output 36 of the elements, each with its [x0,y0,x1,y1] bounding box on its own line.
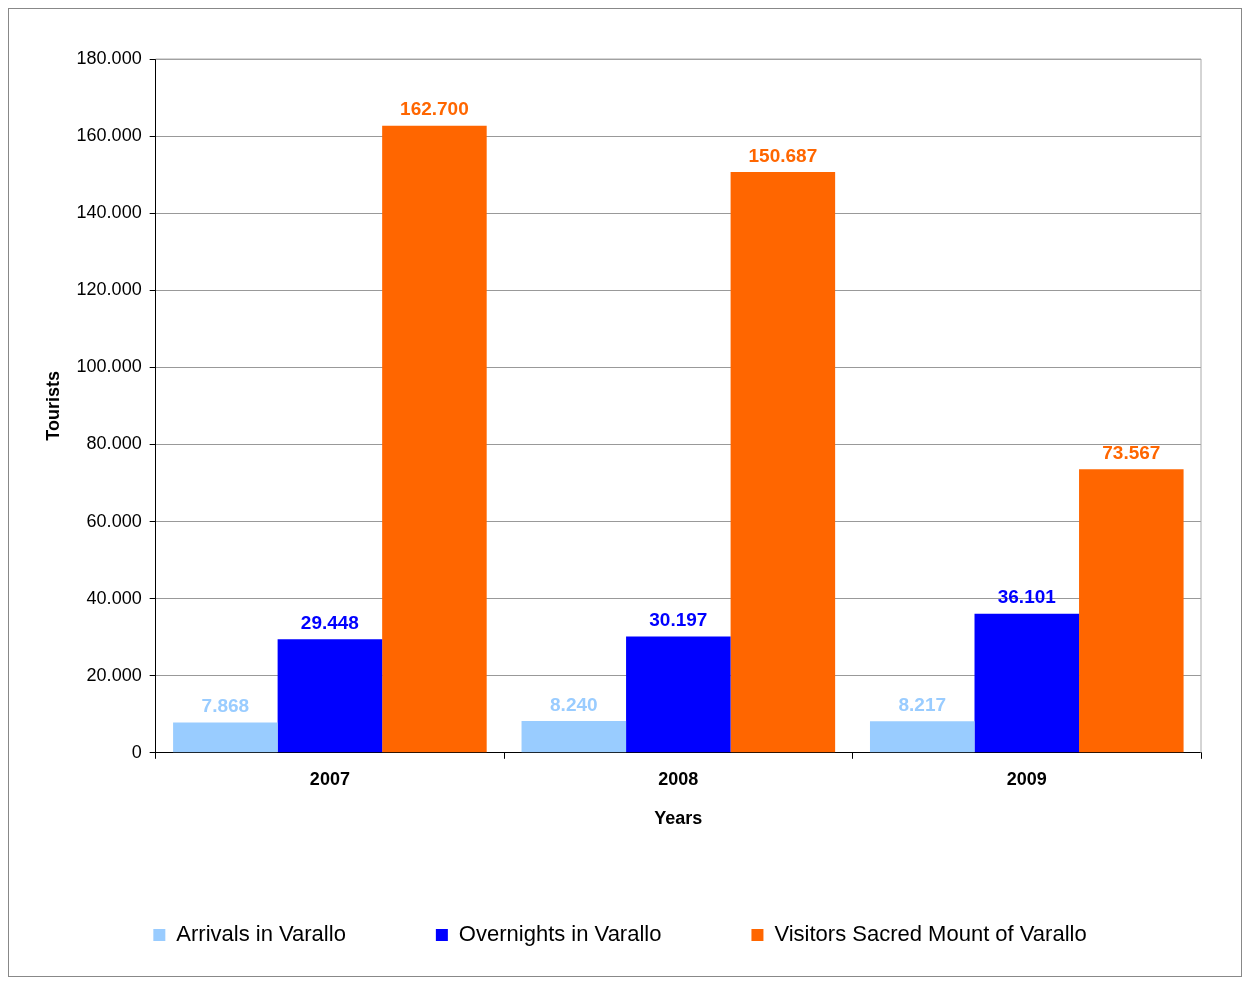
x-tick-label: 2007 [309,768,350,789]
bar [521,721,627,753]
bar [1079,469,1184,753]
data-label: 7.868 [201,695,250,717]
y-tick-label: 60.000 [86,510,142,531]
y-tick-label: 20.000 [86,664,142,685]
bar [173,722,278,753]
legend-label: Arrivals in Varallo [176,921,346,947]
bar [277,639,383,753]
y-axis-title: Tourists [42,371,63,441]
data-label: 73.567 [1102,441,1161,463]
data-label: 150.687 [748,144,818,166]
y-tick-label: 0 [131,741,142,762]
bar [382,125,487,753]
x-tick-label: 2008 [658,768,699,789]
legend-label: Visitors Sacred Mount of Varallo [774,921,1087,947]
data-label: 36.101 [997,586,1057,608]
bar [869,721,975,753]
y-tick-label: 80.000 [86,433,142,454]
bar [730,171,836,753]
bar [974,613,1080,753]
x-tick-label: 2009 [1006,768,1047,789]
data-label: 29.448 [300,612,359,634]
data-label: 162.700 [400,98,469,120]
y-tick-label: 40.000 [86,587,142,608]
data-label: 8.240 [550,693,598,715]
legend-label: Overnights in Varallo [458,921,662,947]
y-tick-label: 180.000 [76,47,142,68]
bar [626,636,731,753]
x-axis-title: Years [654,808,703,829]
data-label: 30.197 [649,609,708,631]
data-label: 8.217 [898,693,947,715]
y-tick-label: 100.000 [76,356,142,377]
y-tick-label: 160.000 [76,125,142,146]
y-tick-label: 120.000 [76,279,142,300]
y-tick-label: 140.000 [76,202,142,223]
